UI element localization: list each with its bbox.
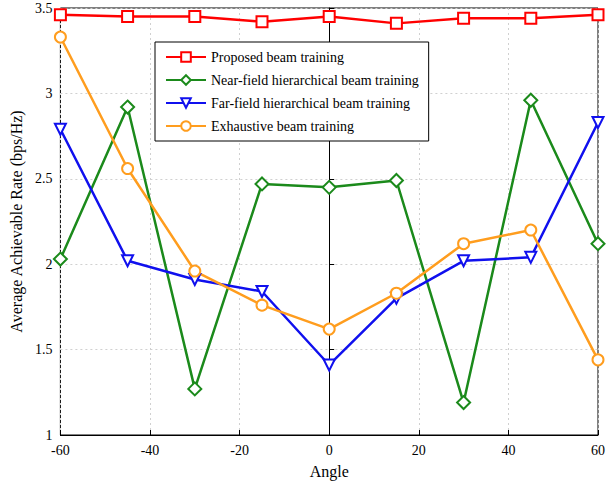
svg-text:1.5: 1.5 xyxy=(35,342,53,357)
svg-text:Proposed beam training: Proposed beam training xyxy=(211,50,344,65)
svg-text:Near-field hierarchical beam t: Near-field hierarchical beam training xyxy=(211,73,419,88)
svg-text:Average Achievable Rate (bps/H: Average Achievable Rate (bps/Hz) xyxy=(8,110,26,332)
svg-text:-60: -60 xyxy=(51,443,70,458)
svg-text:Angle: Angle xyxy=(310,463,349,481)
svg-text:60: 60 xyxy=(591,443,605,458)
svg-text:3.5: 3.5 xyxy=(35,1,53,16)
svg-text:-40: -40 xyxy=(141,443,160,458)
svg-text:40: 40 xyxy=(501,443,515,458)
svg-text:Far-field hierarchical beam tr: Far-field hierarchical beam training xyxy=(211,96,410,111)
svg-text:-20: -20 xyxy=(230,443,249,458)
svg-text:0: 0 xyxy=(326,443,333,458)
svg-text:Exhaustive beam training: Exhaustive beam training xyxy=(211,119,354,134)
svg-text:20: 20 xyxy=(412,443,426,458)
svg-text:2.5: 2.5 xyxy=(35,171,53,186)
svg-text:1: 1 xyxy=(45,428,52,443)
svg-text:2: 2 xyxy=(45,257,52,272)
svg-text:3: 3 xyxy=(45,86,52,101)
